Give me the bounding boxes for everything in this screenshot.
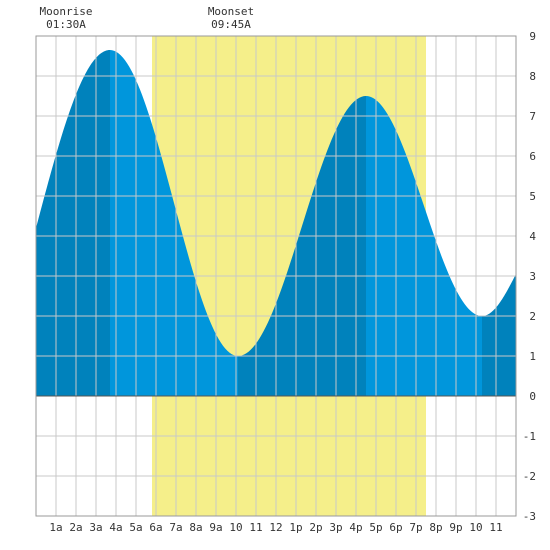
x-tick-label: 8p: [429, 521, 442, 534]
grid: [36, 36, 516, 516]
y-tick-label: 5: [529, 190, 536, 203]
x-tick-label: 4a: [109, 521, 122, 534]
y-tick-label: 9: [529, 30, 536, 43]
x-tick-label: 2a: [69, 521, 82, 534]
moon-event-label: Moonset: [208, 5, 254, 18]
tide-area-rising: [36, 50, 110, 396]
x-tick-label: 11: [489, 521, 502, 534]
x-tick-label: 5a: [129, 521, 142, 534]
y-tick-label: 2: [529, 310, 536, 323]
x-tick-label: 5p: [369, 521, 382, 534]
y-tick-label: 4: [529, 230, 536, 243]
x-tick-label: 7p: [409, 521, 422, 534]
y-tick-label: 7: [529, 110, 536, 123]
x-tick-label: 4p: [349, 521, 362, 534]
y-tick-label: -2: [523, 470, 536, 483]
x-tick-label: 3p: [329, 521, 342, 534]
x-tick-label: 9p: [449, 521, 462, 534]
x-tick-label: 1a: [49, 521, 62, 534]
y-tick-label: 6: [529, 150, 536, 163]
x-tick-label: 8a: [189, 521, 202, 534]
tide-area-falling: [110, 50, 238, 396]
moon-event-time: 01:30A: [46, 18, 86, 31]
y-tick-labels: 9 8 7 6 5 4 3 2 1 0 -1 -2 -3: [523, 30, 537, 523]
tide-areas: [36, 50, 516, 396]
x-tick-label: 12: [269, 521, 282, 534]
y-tick-label: -3: [523, 510, 536, 523]
x-tick-label: 7a: [169, 521, 182, 534]
x-tick-label: 10: [469, 521, 482, 534]
x-tick-label: 6a: [149, 521, 162, 534]
x-tick-label: 3a: [89, 521, 102, 534]
x-tick-label: 9a: [209, 521, 222, 534]
tide-area-falling: [366, 96, 482, 396]
tide-area-rising: [482, 274, 516, 396]
x-tick-label: 2p: [309, 521, 322, 534]
y-tick-label: 0: [529, 390, 536, 403]
y-tick-label: -1: [523, 430, 536, 443]
x-tick-label: 6p: [389, 521, 402, 534]
plot-border: [35, 35, 517, 517]
y-tick-label: 1: [529, 350, 536, 363]
moon-event-time: 09:45A: [211, 18, 251, 31]
y-tick-label: 3: [529, 270, 536, 283]
x-tick-labels: 1a 2a 3a 4a 5a 6a 7a 8a 9a 10 11 12 1p 2p 3p 4p 5p 6p 7p 8p…: [49, 521, 502, 534]
y-tick-label: 8: [529, 70, 536, 83]
x-tick-label: 10: [229, 521, 242, 534]
x-tick-label: 1p: [289, 521, 302, 534]
x-tick-label: 11: [249, 521, 262, 534]
tide-area-rising: [238, 96, 366, 396]
moon-event-label: Moonrise: [40, 5, 93, 18]
